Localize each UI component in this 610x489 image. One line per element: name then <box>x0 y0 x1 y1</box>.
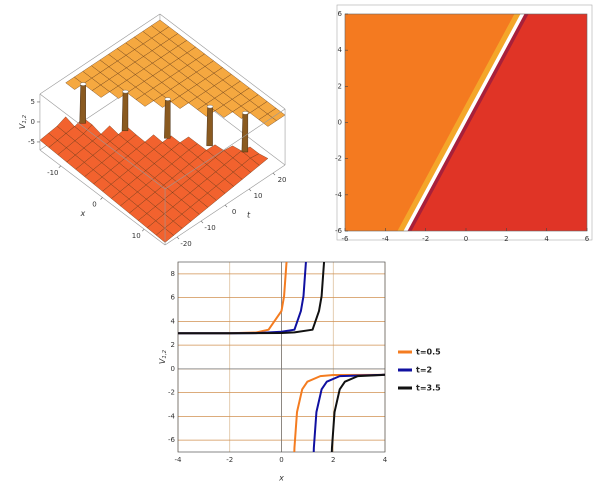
y-tick-label: 6 <box>171 294 176 302</box>
y-tick-label: -4 <box>168 412 176 420</box>
z-tick-label: 0 <box>30 118 34 126</box>
box-edge <box>164 108 286 190</box>
spike <box>79 83 86 124</box>
legend-label: t=3.5 <box>416 384 441 393</box>
y-tick-label: 0 <box>232 208 236 216</box>
y-tick <box>224 204 228 208</box>
x-tick-label: 0 <box>279 456 283 464</box>
y-tick-label: 6 <box>338 10 343 18</box>
z-tick-label: -5 <box>28 138 35 146</box>
spike-top <box>79 82 87 86</box>
plot-border <box>177 261 386 453</box>
y-tick-label: 20 <box>278 176 287 184</box>
series-line <box>178 262 385 452</box>
spike <box>206 106 213 147</box>
x-tick-label: 6 <box>585 235 590 243</box>
box-edge <box>39 93 166 190</box>
x-tick-label: 10 <box>132 232 141 240</box>
box-edge <box>159 13 286 110</box>
y-tick-label: -2 <box>335 155 342 163</box>
x-tick <box>100 197 103 200</box>
x-tick-label: 4 <box>544 235 549 243</box>
spike <box>121 91 129 132</box>
x-tick-label: -2 <box>422 235 429 243</box>
z-tick-label: 5 <box>30 98 34 106</box>
x-tick-label: 2 <box>331 456 335 464</box>
box-edge <box>164 164 286 246</box>
box-edge <box>39 13 161 95</box>
legend-label: t=0.5 <box>416 348 441 357</box>
spike <box>241 112 249 153</box>
spike-top <box>206 104 214 109</box>
frame <box>336 4 593 241</box>
x-axis-label: x <box>80 209 86 218</box>
x-tick-label: -4 <box>175 456 183 464</box>
z-axis-label: V1,2 <box>17 114 27 129</box>
spike-top <box>242 111 249 115</box>
x-tick <box>58 165 62 169</box>
y-tick-label: -4 <box>335 191 343 199</box>
z-axis-label-sub: 1,2 <box>21 114 27 123</box>
z-axis-label-base: V <box>17 123 26 129</box>
y-tick-label: -20 <box>180 240 191 248</box>
x-tick-label: 4 <box>383 456 388 464</box>
y-axis-label: V1,2 <box>158 349 168 364</box>
x-tick <box>141 228 145 232</box>
y-tick-label: 10 <box>254 192 263 200</box>
y-tick-label: 2 <box>171 341 175 349</box>
y-tick-label: 0 <box>171 365 175 373</box>
surface-cell <box>258 113 277 127</box>
y-tick <box>248 188 252 192</box>
x-tick-label: 0 <box>464 235 468 243</box>
y-tick-label: 2 <box>338 82 342 90</box>
spike <box>164 98 171 139</box>
spike-top <box>122 89 129 94</box>
y-tick <box>200 220 204 224</box>
x-axis-label: x <box>278 474 284 483</box>
y-tick-label: 8 <box>171 270 175 278</box>
t-axis-label: t <box>247 211 251 220</box>
y-tick-label: -6 <box>168 436 176 444</box>
y-axis-label-sub: 1,2 <box>162 349 168 358</box>
y-tick <box>272 172 276 176</box>
x-tick-label: -6 <box>342 235 350 243</box>
x-tick-label: -10 <box>47 169 58 177</box>
legend-label: t=2 <box>416 366 432 375</box>
y-tick-label: -10 <box>204 224 215 232</box>
y-tick-label: 4 <box>171 317 176 325</box>
y-tick-label: -2 <box>168 389 175 397</box>
x-tick-label: 2 <box>504 235 508 243</box>
y-tick-label: -6 <box>335 227 343 235</box>
x-tick-label: -2 <box>226 456 233 464</box>
spike-top <box>164 97 172 101</box>
y-axis-label-base: V <box>158 358 167 364</box>
y-tick <box>176 236 180 240</box>
x-tick-label: -4 <box>382 235 390 243</box>
y-tick-label: 4 <box>338 46 343 54</box>
y-tick-label: 0 <box>338 119 342 127</box>
region <box>411 14 587 231</box>
x-tick-label: 0 <box>92 201 96 209</box>
